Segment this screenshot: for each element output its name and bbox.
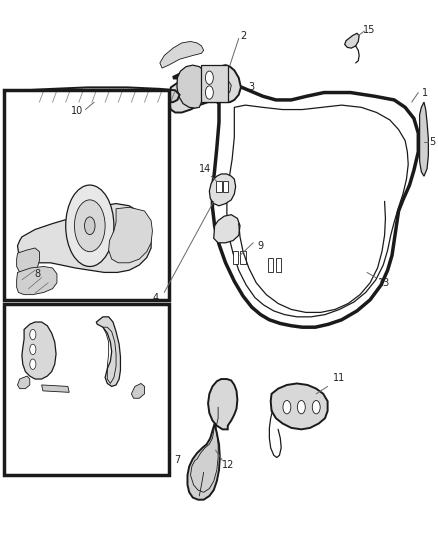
Bar [223, 181, 228, 192]
Bar [276, 259, 281, 272]
Bar [268, 259, 273, 272]
Bar [4, 303, 169, 475]
Polygon shape [22, 322, 56, 379]
Circle shape [205, 71, 213, 84]
Polygon shape [420, 102, 428, 176]
Polygon shape [184, 78, 231, 102]
Polygon shape [209, 174, 236, 206]
Polygon shape [177, 65, 207, 108]
Circle shape [283, 400, 291, 414]
Text: 8: 8 [34, 269, 40, 279]
Text: 1: 1 [422, 87, 428, 98]
Bar [216, 181, 222, 192]
Bar [4, 90, 169, 300]
Circle shape [85, 217, 95, 235]
Circle shape [297, 400, 305, 414]
Circle shape [312, 400, 320, 414]
Polygon shape [214, 215, 240, 243]
Circle shape [74, 200, 105, 252]
Polygon shape [18, 204, 151, 272]
Text: 9: 9 [258, 241, 264, 251]
Bar [233, 251, 238, 264]
Text: 15: 15 [363, 25, 375, 35]
Text: 13: 13 [378, 278, 391, 288]
Circle shape [205, 86, 213, 99]
Polygon shape [42, 385, 69, 392]
Text: 10: 10 [71, 106, 83, 116]
Text: 11: 11 [333, 373, 346, 383]
Polygon shape [109, 207, 152, 263]
Text: 12: 12 [223, 460, 235, 470]
Circle shape [30, 344, 36, 354]
Polygon shape [169, 65, 241, 112]
Polygon shape [271, 383, 328, 430]
Text: 5: 5 [430, 137, 436, 147]
Polygon shape [17, 248, 39, 274]
Circle shape [66, 185, 114, 266]
Polygon shape [208, 379, 237, 430]
Polygon shape [160, 42, 204, 68]
Text: 4: 4 [152, 293, 159, 303]
Polygon shape [96, 317, 120, 386]
Circle shape [30, 359, 36, 369]
Polygon shape [131, 383, 145, 398]
Text: 3: 3 [249, 83, 255, 92]
Polygon shape [17, 266, 57, 295]
Bar [240, 251, 246, 264]
Polygon shape [187, 423, 220, 500]
Text: 2: 2 [240, 30, 246, 41]
Text: 14: 14 [199, 164, 211, 174]
Polygon shape [18, 376, 30, 389]
Polygon shape [345, 34, 359, 48]
Circle shape [30, 329, 36, 340]
Polygon shape [18, 87, 180, 105]
Text: 7: 7 [174, 456, 180, 465]
Polygon shape [201, 65, 228, 102]
